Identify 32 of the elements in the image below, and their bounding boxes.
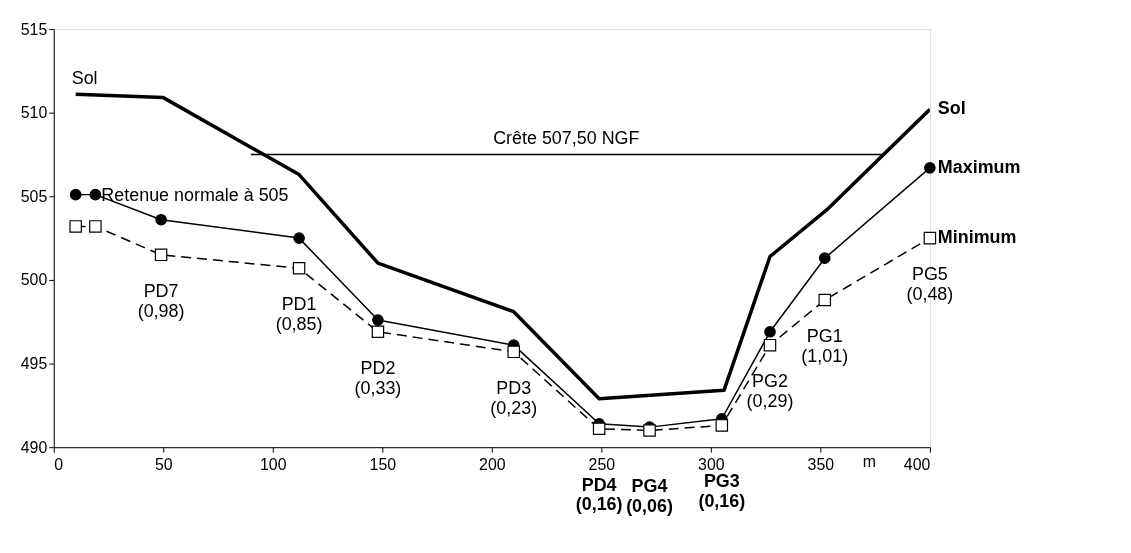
x-axis-title: m [862,452,876,470]
annotation: Sol [71,68,98,89]
series-label: Maximum [937,156,1021,177]
x-tick-label: 400 [903,455,931,473]
annotation: PG5 (0,48) [906,263,954,304]
x-tick-label: 300 [698,455,725,473]
annotation: Retenue normale à 505 [101,185,289,206]
x-tick-label: 250 [588,455,616,473]
y-tick-label: 490 [20,438,48,456]
annotation: PG3 (0,16) [698,471,746,512]
x-tick-label: 150 [369,455,397,473]
x-tick-label: 0 [54,455,64,473]
x-tick-label: 100 [260,455,287,473]
y-tick-label: 495 [20,355,48,373]
annotation: PG4 (0,06) [626,476,673,517]
y-tick-label: 500 [20,271,48,289]
annotation: PD7 (0,98) [137,280,185,321]
x-tick-label: 350 [807,455,835,473]
annotation: PD2 (0,33) [354,357,402,398]
annotation: PD3 (0,23) [490,377,538,418]
series-label: Crête 507,50 NGF [493,127,640,148]
y-tick-label: 505 [20,187,48,205]
x-tick-label: 50 [154,455,173,473]
annotation: PG1 (1,01) [801,325,849,366]
y-tick-label: 515 [20,20,48,38]
y-tick-label: 510 [20,104,48,122]
annotation: PD4 (0,16) [575,474,623,515]
annotation: PD1 (0,85) [275,294,323,334]
series-label: Minimum [937,227,1017,248]
annotation: PG2 (0,29) [746,370,794,411]
series-label: Sol [937,98,966,119]
x-tick-label: 200 [479,455,506,473]
